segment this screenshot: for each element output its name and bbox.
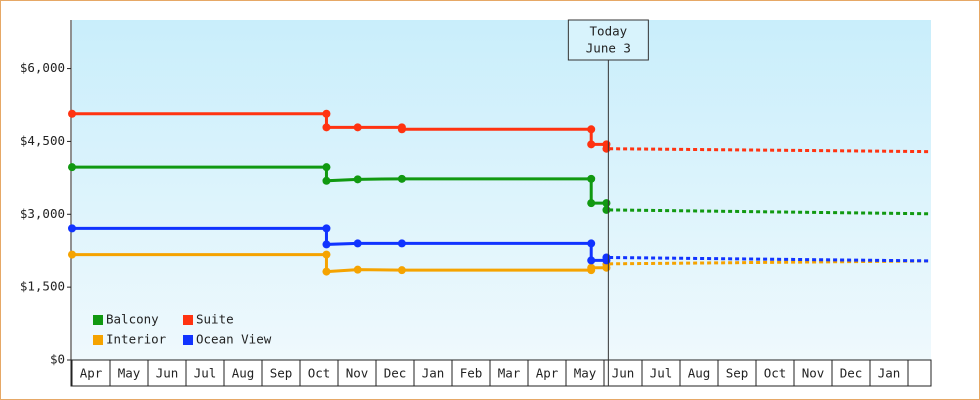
price-point (397, 125, 406, 134)
legend-label: Balcony (106, 312, 159, 327)
x-axis (70, 359, 932, 387)
y-tick-label: $6,000 (20, 60, 65, 75)
price-point (397, 266, 406, 275)
price-point (322, 224, 331, 233)
x-tick-label: Jul (650, 366, 673, 381)
x-tick-label: Jul (194, 366, 217, 381)
legend-label: Suite (196, 312, 234, 327)
price-point (587, 239, 596, 248)
price-point (322, 267, 331, 276)
price-point (587, 199, 596, 208)
x-tick-label: Mar (498, 366, 521, 381)
x-tick-label: May (574, 366, 597, 381)
price-point (322, 240, 331, 249)
x-tick-label: Oct (764, 366, 787, 381)
forecast-line (609, 147, 932, 154)
price-point (587, 256, 596, 265)
legend-label: Interior (106, 332, 167, 347)
legend-swatch (93, 335, 103, 345)
price-point (68, 109, 76, 118)
y-tick-label: $3,000 (20, 206, 65, 221)
price-point (353, 239, 362, 248)
y-tick-label: $4,500 (20, 133, 65, 148)
today-label: Today (590, 24, 628, 39)
x-tick-label: Dec (840, 366, 863, 381)
y-tick-label: $1,500 (20, 279, 65, 294)
x-tick-label: Jan (878, 366, 901, 381)
x-tick-label: Apr (80, 366, 103, 381)
price-point (602, 205, 611, 214)
x-tick-label: Aug (688, 366, 711, 381)
x-tick-label: Nov (346, 366, 369, 381)
price-point (397, 239, 406, 248)
price-point (587, 263, 596, 272)
legend-swatch (93, 315, 103, 325)
price-point (602, 144, 611, 153)
price-point (322, 123, 331, 132)
x-tick-label: May (118, 366, 141, 381)
x-tick-label: Jun (156, 366, 179, 381)
price-point (353, 123, 362, 132)
x-tick-label: Jan (422, 366, 445, 381)
price-point (397, 174, 406, 183)
today-label: June 3 (586, 41, 631, 56)
x-tick-label: Sep (270, 366, 293, 381)
legend-swatch (183, 335, 193, 345)
price-point (322, 163, 331, 172)
x-tick-label: Apr (536, 366, 559, 381)
price-point (602, 253, 611, 262)
price-point (322, 109, 331, 118)
price-point (587, 125, 596, 134)
forecast-line (609, 256, 932, 263)
x-tick-label: Sep (726, 366, 749, 381)
x-tick-label: Feb (460, 366, 483, 381)
price-point (322, 250, 331, 259)
price-point (68, 224, 76, 233)
legend-label: Ocean View (196, 332, 272, 347)
x-tick-label: Oct (308, 366, 331, 381)
price-point (68, 250, 76, 259)
x-tick-label: Nov (802, 366, 825, 381)
x-tick-label: Dec (384, 366, 407, 381)
price-point (322, 176, 331, 185)
today-box (567, 19, 649, 61)
x-tick-label: Jun (612, 366, 635, 381)
y-tick-label: $0 (50, 352, 65, 367)
price-point (353, 175, 362, 184)
price-point (587, 174, 596, 183)
price-point (353, 265, 362, 274)
plot-area (72, 20, 931, 360)
x-tick-label: Aug (232, 366, 255, 381)
price-point (68, 163, 76, 172)
price-point (587, 140, 596, 149)
forecast-line (609, 208, 932, 216)
legend-swatch (183, 315, 193, 325)
